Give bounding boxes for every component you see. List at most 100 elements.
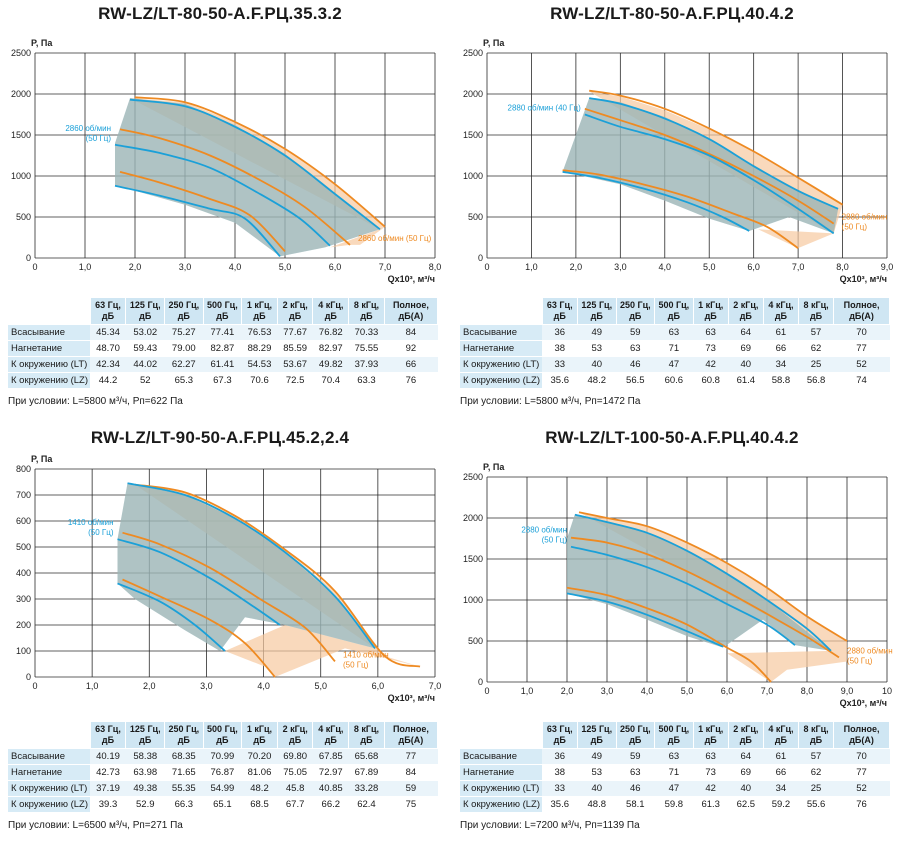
x-tick-label: 1,0 (86, 681, 99, 691)
table-corner (8, 722, 91, 749)
table-header: 125 Гц, дБ (125, 298, 166, 325)
blue-performance-curve (566, 592, 724, 648)
table-cell: 64 (728, 748, 764, 765)
blue-speed-label: 2880 об/мин (521, 526, 567, 535)
x-tick-label: 3,0 (614, 262, 627, 272)
noise-table-body: Всасывание 36 49 59 63 63 64 61 57 70 Нагнетание 38… (460, 748, 890, 812)
y-tick-label: 2000 (463, 513, 483, 523)
table-row: Нагнетание 48.70 59.43 79.00 82.87 88.29 85.59… (8, 340, 438, 357)
x-tick-label: 1,0 (79, 262, 92, 272)
y-tick-label: 500 (16, 212, 31, 222)
table-cell: 73 (693, 764, 729, 781)
x-tick-label: 2,0 (561, 686, 574, 696)
y-tick-label: 2500 (11, 48, 31, 58)
table-cell: 45.8 (277, 780, 313, 797)
table-cell: 34 (763, 780, 799, 797)
orange-speed-label: (50 Гц) (842, 223, 868, 232)
table-cell: 70.20 (241, 748, 278, 765)
orange-performance-curve (562, 169, 799, 249)
table-cell: 63 (654, 324, 694, 341)
x-tick-label: 9,0 (841, 686, 854, 696)
table-header: 500 Гц, дБ (654, 722, 694, 749)
x-tick-label: 2,0 (570, 262, 583, 272)
table-cell: 79.00 (164, 340, 204, 357)
noise-table-body: Всасывание 40.19 58.38 68.35 70.99 70.20 69.80… (8, 748, 438, 812)
table-corner (460, 298, 543, 325)
table-cell: 42 (693, 780, 729, 797)
table-header: 63 Гц, дБ (90, 298, 127, 325)
y-tick-label: 1000 (463, 171, 483, 181)
table-cell: 62.4 (348, 796, 385, 812)
fan-panel-3: RW-LZ/LT-90-50-A.F.РЦ.45.2,2.4 0 1,0 2,0 3,… (0, 424, 441, 839)
blue-performance-curve (114, 184, 281, 258)
x-tick-label: 6,0 (329, 262, 342, 272)
y-tick-label: 1000 (463, 595, 483, 605)
x-tick-label: 3,0 (601, 686, 614, 696)
table-row: Всасывание 36 49 59 63 63 64 61 57 70 (460, 324, 890, 341)
table-cell: 42.73 (90, 764, 126, 781)
table-header: 4 кГц, дБ (312, 722, 350, 749)
chart-title: RW-LZ/LT-80-50-A.F.РЦ.40.4.2 (550, 4, 794, 23)
table-cell: 54.99 (203, 780, 242, 797)
table-cell: 62 (798, 764, 834, 781)
table-cell: 33.28 (348, 780, 385, 797)
table-row: К окружению (LT) 33 40 46 47 42 40 34 25 52 (460, 356, 890, 373)
table-header: Полное, дБ(А) (833, 298, 890, 325)
table-cell: 69 (728, 340, 764, 357)
row-label: Нагнетание (460, 340, 543, 357)
table-cell: 44.02 (125, 356, 165, 373)
table-cell: 25 (798, 356, 834, 373)
table-cell: 55.6 (798, 796, 834, 812)
table-cell: 70.6 (241, 372, 278, 388)
table-cell: 76.82 (312, 324, 349, 341)
table-cell: 75 (384, 796, 438, 812)
blue-operating-region (562, 98, 839, 234)
y-tick-label: 500 (468, 636, 483, 646)
x-tick-label: 0 (484, 262, 489, 272)
table-cell: 63 (693, 324, 729, 341)
table-cell: 37.19 (90, 780, 126, 797)
table-cell: 67.3 (203, 372, 242, 388)
y-axis-label: P, Па (31, 454, 53, 464)
table-cell: 70.99 (203, 748, 242, 765)
table-header: Полное, дБ(А) (384, 298, 439, 325)
y-tick-label: 0 (26, 672, 31, 682)
table-cell: 33 (542, 780, 578, 797)
table-cell: 52 (125, 372, 165, 388)
table-header: 8 кГц, дБ (348, 722, 385, 749)
table-header: 8 кГц, дБ (348, 298, 385, 325)
blue-performance-curve (570, 545, 796, 646)
table-cell: 45.34 (90, 324, 126, 341)
table-cell: 36 (542, 324, 578, 341)
row-label: К окружению (LT) (8, 356, 91, 373)
blue-performance-curve (584, 113, 835, 235)
table-cell: 59 (616, 748, 655, 765)
x-tick-label: 6,0 (372, 681, 385, 691)
table-cell: 82.97 (312, 340, 349, 357)
y-tick-label: 600 (16, 516, 31, 526)
table-cell: 59.8 (654, 796, 694, 812)
x-tick-label: 5,0 (314, 681, 327, 691)
table-header: Полное, дБ(А) (384, 722, 439, 749)
condition-note: При условии: L=7200 м³/ч, Рп=1139 Па (460, 820, 640, 831)
row-label: Всасывание (460, 748, 543, 765)
overlap-region (115, 98, 380, 257)
noise-table: 63 Гц, дБ 125 Гц, дБ 250 Гц, дБ 500 Гц, … (8, 722, 439, 812)
table-cell: 69 (728, 764, 764, 781)
table-cell: 63.3 (348, 372, 385, 388)
table-cell: 77 (833, 764, 890, 781)
table-header: 2 кГц, дБ (728, 722, 764, 749)
table-cell: 40 (728, 356, 764, 373)
table-cell: 55.35 (164, 780, 204, 797)
table-cell: 72.5 (277, 372, 313, 388)
table-cell: 76.87 (203, 764, 242, 781)
table-cell: 63 (616, 764, 655, 781)
y-tick-label: 400 (16, 568, 31, 578)
table-cell: 76.53 (241, 324, 278, 341)
table-row: К окружению (LZ) 35.6 48.2 56.5 60.6 60.8 61.4… (460, 372, 890, 388)
row-label: Всасывание (8, 748, 91, 765)
x-axis-label: Qx10³, м³/ч (840, 274, 887, 284)
row-label: К окружению (LZ) (460, 796, 543, 812)
table-header: 63 Гц, дБ (542, 722, 578, 749)
table-cell: 40 (728, 780, 764, 797)
